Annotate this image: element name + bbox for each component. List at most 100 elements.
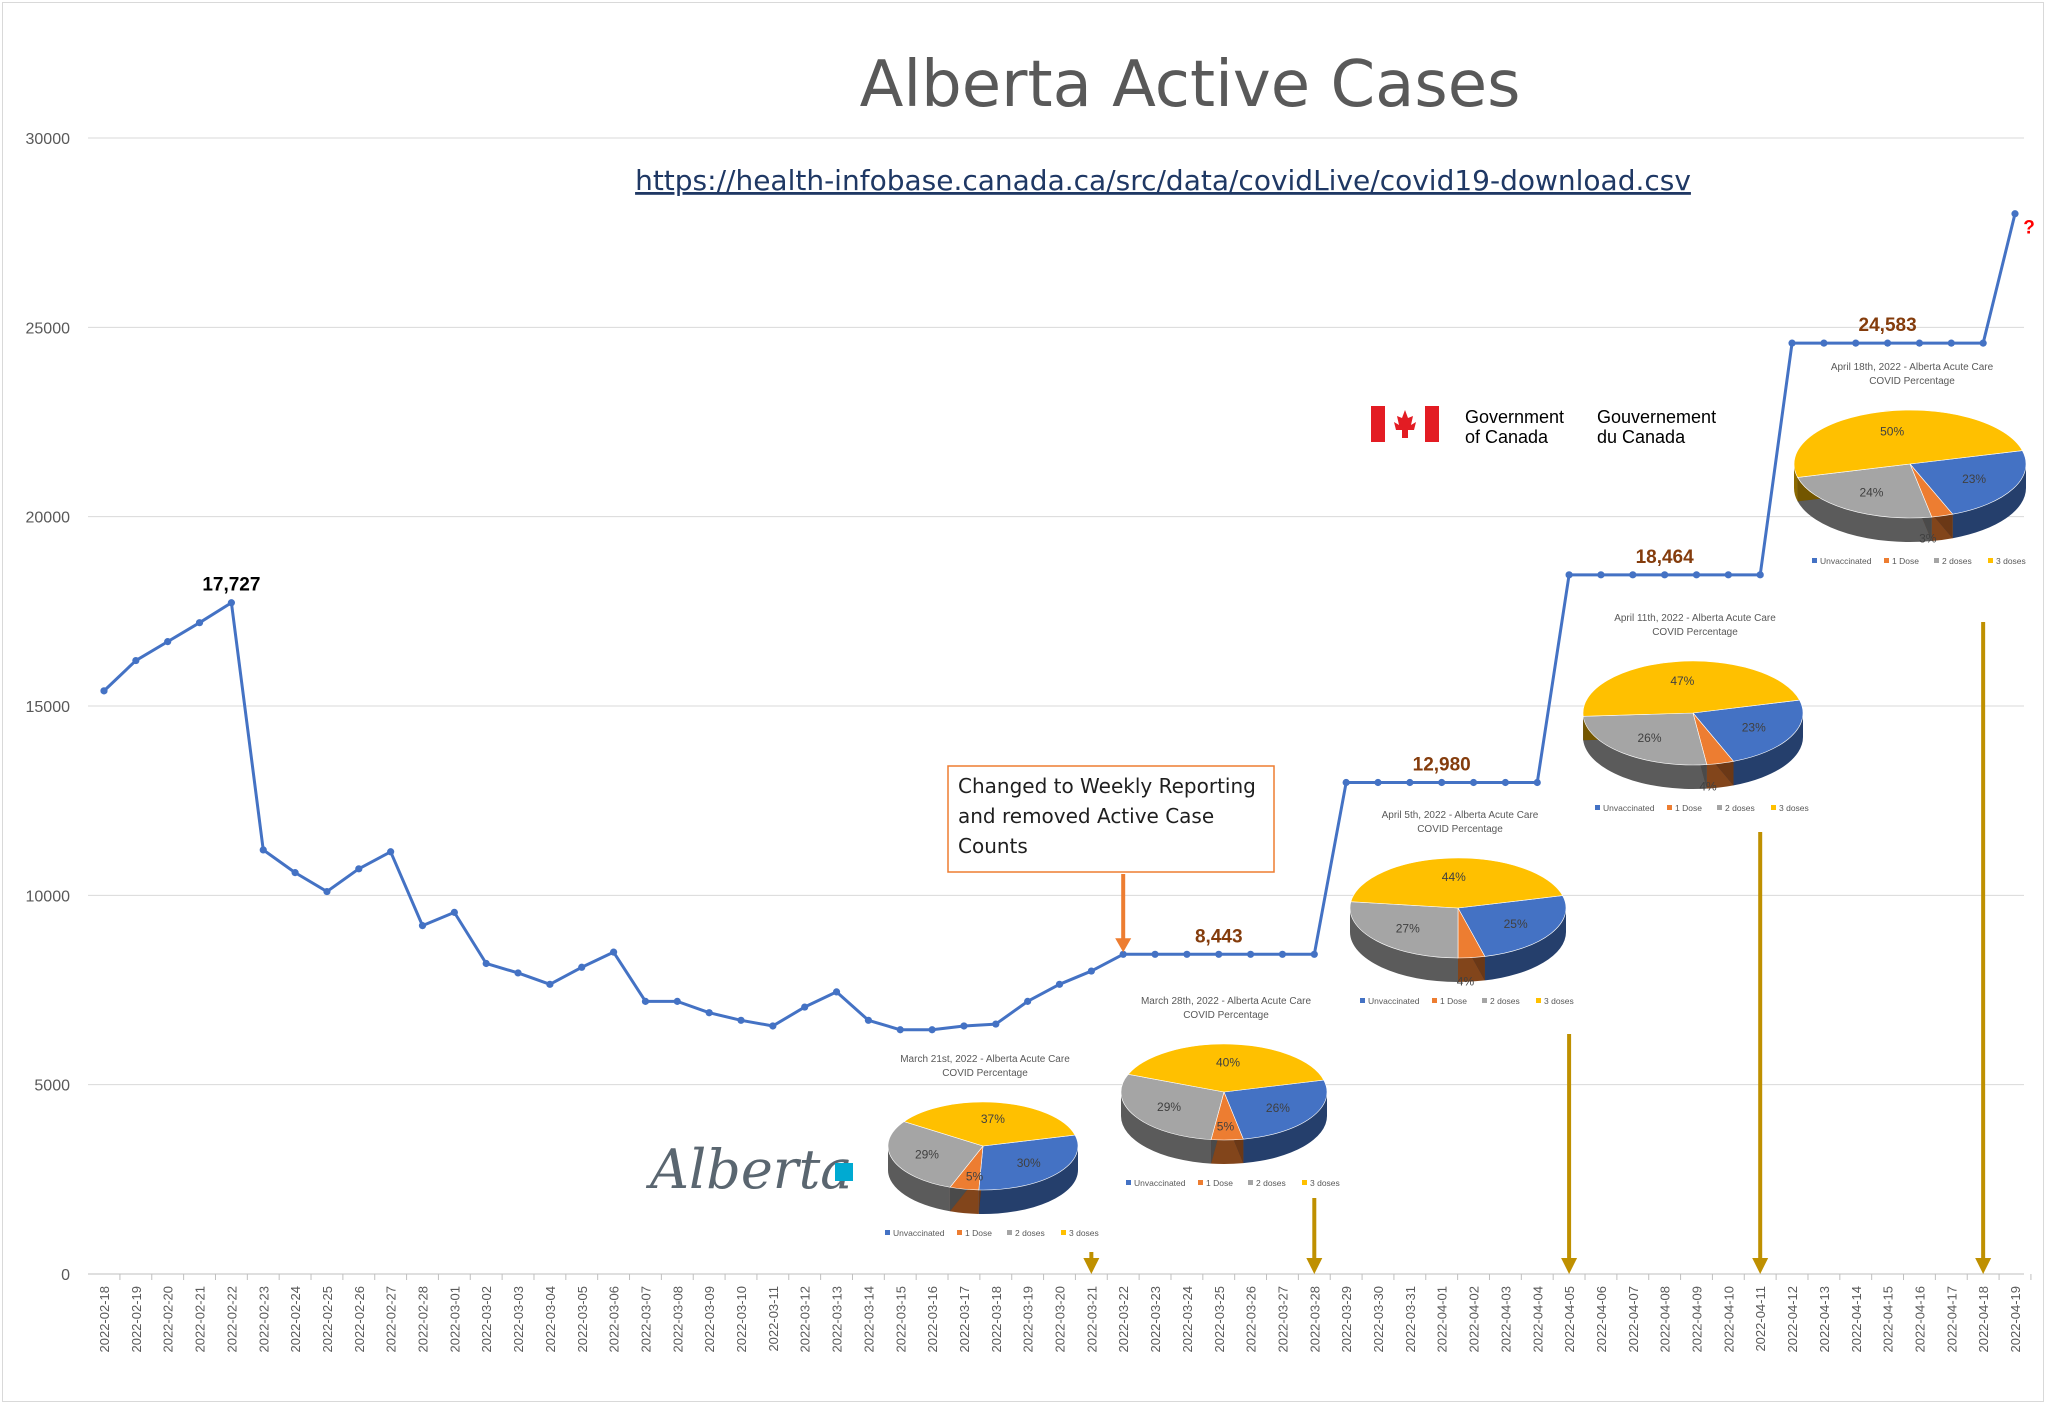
data-point	[1151, 950, 1159, 958]
flag-bar-left	[1371, 406, 1385, 442]
value-callout: 24,583	[1859, 315, 1917, 336]
data-point	[1087, 967, 1095, 975]
legend-swatch	[957, 1230, 962, 1235]
legend-swatch	[1432, 998, 1437, 1003]
x-tick-label: 2022-03-07	[638, 1286, 653, 1353]
x-tick-label: 2022-04-02	[1467, 1286, 1482, 1353]
legend-label: 1 Dose	[965, 1228, 992, 1238]
data-point	[291, 869, 299, 877]
legend-label: 2 doses	[1725, 803, 1755, 813]
data-point	[482, 959, 490, 968]
data-point	[1310, 950, 1318, 958]
y-tick-label: 25000	[26, 320, 71, 337]
x-tick-label: 2022-04-08	[1658, 1286, 1673, 1353]
legend-swatch	[885, 1230, 890, 1235]
legend-label: 3 doses	[1310, 1178, 1340, 1188]
pie-title: COVID Percentage	[1183, 1010, 1269, 1021]
data-point	[960, 1022, 968, 1030]
pie-side	[1733, 713, 1803, 786]
pie-slice	[1457, 895, 1567, 957]
x-tick-label: 2022-04-12	[1785, 1286, 1800, 1353]
flag-bar-right	[1425, 406, 1439, 442]
value-callout: 8,443	[1195, 926, 1243, 947]
legend-label: 3 doses	[1996, 556, 2026, 566]
x-tick-label: 2022-02-28	[416, 1286, 431, 1353]
data-point	[1469, 778, 1478, 787]
pie-percent-label: 26%	[1638, 731, 1662, 745]
data-point	[1788, 339, 1796, 347]
note-text-line: Counts	[958, 834, 1028, 858]
x-tick-label: 2022-04-01	[1435, 1286, 1450, 1353]
x-tick-label: 2022-03-28	[1307, 1286, 1322, 1353]
x-tick-label: 2022-04-13	[1817, 1286, 1832, 1353]
data-point	[1278, 950, 1287, 958]
pie-percent-label: 4%	[1457, 974, 1475, 988]
pie-chart: 23% 4% 26% 47% April 11th, 2022 - Alberta Ac…	[1582, 613, 1809, 813]
data-point	[1183, 950, 1191, 958]
pie-percent-label: 26%	[1266, 1101, 1290, 1115]
legend-label: 1 Dose	[1440, 996, 1467, 1006]
pie-side	[978, 1146, 1078, 1214]
data-point	[928, 1026, 936, 1034]
x-tick-label: 2022-03-22	[1116, 1286, 1131, 1353]
government-label: of Canada	[1465, 427, 1549, 447]
x-tick-label: 2022-02-23	[256, 1286, 271, 1353]
x-tick-label: 2022-03-17	[957, 1286, 972, 1353]
source-url-link[interactable]: https://health-infobase.canada.ca/src/da…	[635, 164, 1691, 197]
data-point	[546, 980, 554, 988]
x-tick-label: 2022-03-24	[1180, 1286, 1195, 1353]
legend-swatch	[1482, 998, 1487, 1003]
y-axis-ticks: 0 5000 10000 15000 20000 25000 30000	[26, 131, 71, 1284]
data-point	[132, 656, 140, 665]
x-tick-label: 2022-02-22	[224, 1286, 239, 1353]
legend-swatch	[1198, 1180, 1203, 1185]
data-point	[1947, 339, 1955, 347]
note-text-line: Changed to Weekly Reporting	[958, 774, 1256, 798]
pie-percent-label: 44%	[1442, 870, 1466, 884]
question-mark-annotation: ?	[2023, 218, 2035, 239]
series-line-group	[100, 210, 2019, 1034]
data-point	[1629, 571, 1637, 579]
pie-title: COVID Percentage	[1652, 627, 1738, 638]
pie-percent-label: 25%	[1504, 917, 1528, 931]
x-tick-label: 2022-03-10	[734, 1286, 749, 1353]
pie-side	[1121, 1092, 1212, 1164]
data-point	[1724, 571, 1732, 579]
data-point	[387, 848, 395, 856]
x-tick-label: 2022-04-14	[1849, 1286, 1864, 1353]
y-tick-label: 30000	[26, 131, 71, 148]
pie-slice	[1120, 1074, 1225, 1140]
value-callout: 17,727	[202, 575, 260, 596]
data-point	[1979, 339, 1987, 347]
x-tick-label: 2022-02-26	[352, 1286, 367, 1353]
x-tick-label: 2022-04-05	[1562, 1286, 1577, 1353]
data-point	[1852, 339, 1860, 347]
data-point	[418, 922, 427, 930]
pie-slice	[903, 1101, 1076, 1147]
data-point	[737, 1016, 745, 1024]
week-arrow-head	[1561, 1258, 1578, 1274]
x-tick-label: 2022-03-01	[447, 1286, 462, 1353]
pie-percent-label: 5%	[1217, 1119, 1235, 1133]
x-tick-label: 2022-03-13	[830, 1286, 845, 1353]
pie-side	[1797, 477, 1932, 542]
x-tick-label: 2022-03-08	[670, 1286, 685, 1353]
pie-percent-label: 29%	[1157, 1100, 1181, 1114]
x-tick-label: 2022-03-20	[1053, 1286, 1068, 1353]
legend-swatch	[1988, 558, 1993, 563]
weekly-reporting-note: Changed to Weekly Reporting and removed A…	[947, 765, 1275, 953]
data-point	[1597, 571, 1605, 579]
note-arrow-head	[1115, 938, 1132, 953]
legend-swatch	[1360, 998, 1365, 1003]
pie-percent-label: 4%	[1699, 780, 1717, 794]
data-point	[1661, 571, 1669, 579]
government-label: Government	[1465, 407, 1564, 427]
pie-percent-label: 23%	[1742, 721, 1766, 735]
x-tick-label: 2022-03-21	[1084, 1286, 1099, 1353]
pie-percent-label: 27%	[1396, 922, 1420, 936]
x-tick-label: 2022-03-19	[1021, 1286, 1036, 1353]
legend-swatch	[1667, 805, 1672, 810]
data-point	[1055, 980, 1064, 988]
pie-chart: 30% 5% 29% 37% March 21st, 2022 - Alberta Ac…	[885, 1054, 1099, 1238]
